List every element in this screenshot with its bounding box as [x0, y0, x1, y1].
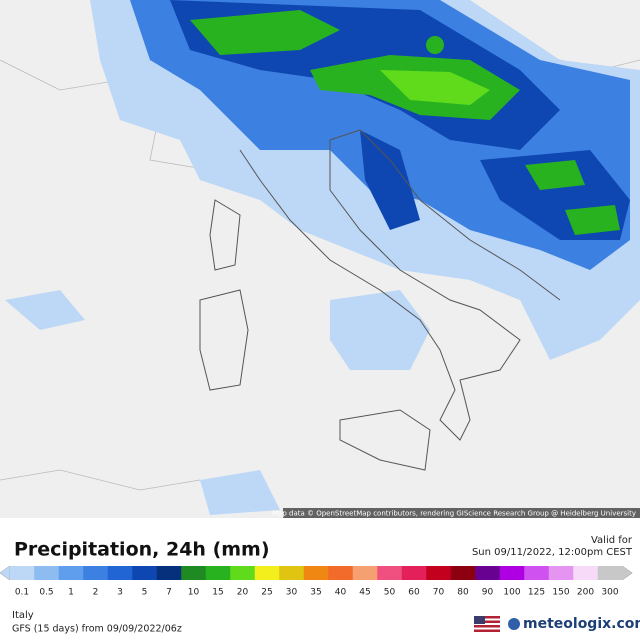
legend-swatch — [401, 566, 427, 580]
legend-label: 100 — [503, 588, 520, 598]
legend-label: 20 — [237, 588, 249, 598]
legend-label: 60 — [408, 588, 420, 598]
legend-swatch — [597, 566, 623, 580]
legend-swatch — [352, 566, 378, 580]
legend-swatch — [58, 566, 84, 580]
legend-swatch — [524, 566, 550, 580]
valid-time: Sun 09/11/2022, 12:00pm CEST — [472, 547, 633, 558]
legend-swatch — [83, 566, 109, 580]
flag — [474, 616, 500, 632]
model: GFS (15 days) from 09/09/2022/06z — [12, 624, 182, 635]
legend-swatch — [450, 566, 476, 580]
legend-label: 2 — [93, 588, 99, 598]
legend-label: 0.5 — [39, 588, 53, 598]
legend-label: 45 — [359, 588, 370, 598]
legend-swatch — [107, 566, 133, 580]
attribution-background — [283, 508, 640, 518]
legend-label: 7 — [166, 588, 172, 598]
legend-label: 10 — [188, 588, 200, 598]
legend-label: 50 — [384, 588, 396, 598]
legend-label: 1 — [68, 588, 74, 598]
legend-swatch — [34, 566, 60, 580]
legend-swatch — [181, 566, 207, 580]
logo[interactable]: meteologix.com — [523, 616, 640, 632]
attribution: Map data © OpenStreetMap contributors, r… — [272, 510, 636, 518]
legend-swatch — [132, 566, 158, 580]
legend-label: 0.1 — [15, 588, 29, 598]
legend-swatch — [156, 566, 182, 580]
legend-swatch — [426, 566, 452, 580]
precip-extreme — [380, 70, 490, 105]
legend-arrow-right — [622, 565, 633, 581]
legend-swatch — [9, 566, 35, 580]
logo-icon — [508, 618, 520, 630]
map: Map data © OpenStreetMap contributors, r… — [0, 0, 640, 518]
title: Precipitation, 24h (mm) — [14, 539, 270, 561]
coastlines — [199, 129, 561, 471]
legend-label: 40 — [335, 588, 347, 598]
legend-label: 5 — [142, 588, 148, 598]
legend-label: 35 — [310, 588, 321, 598]
legend-swatch — [254, 566, 280, 580]
legend-swatch — [279, 566, 305, 580]
legend-label: 150 — [552, 588, 569, 598]
legend-label: 15 — [212, 588, 223, 598]
legend-swatch — [328, 566, 354, 580]
legend-label: 70 — [433, 588, 445, 598]
legend-label: 125 — [528, 588, 545, 598]
legend-label: 80 — [457, 588, 469, 598]
legend-label: 90 — [482, 588, 494, 598]
legend-swatch — [230, 566, 256, 580]
legend-swatch — [377, 566, 403, 580]
valid-label: Valid for — [591, 535, 633, 546]
region: Italy — [12, 610, 34, 621]
legend-swatch — [303, 566, 329, 580]
legend: 0.1 0.5 1 2 3 5 7 10 15 20 25 30 35 40 45 50 60 70 80 90 100… — [0, 565, 633, 598]
legend-swatch — [573, 566, 599, 580]
legend-swatch — [475, 566, 501, 580]
legend-label: 25 — [261, 588, 272, 598]
legend-label: 200 — [577, 588, 594, 598]
legend-swatch — [499, 566, 525, 580]
legend-swatch — [205, 566, 231, 580]
legend-arrow-left — [0, 565, 10, 581]
legend-label: 30 — [286, 588, 298, 598]
legend-label: 300 — [601, 588, 618, 598]
legend-swatch — [548, 566, 574, 580]
legend-label: 3 — [117, 588, 123, 598]
